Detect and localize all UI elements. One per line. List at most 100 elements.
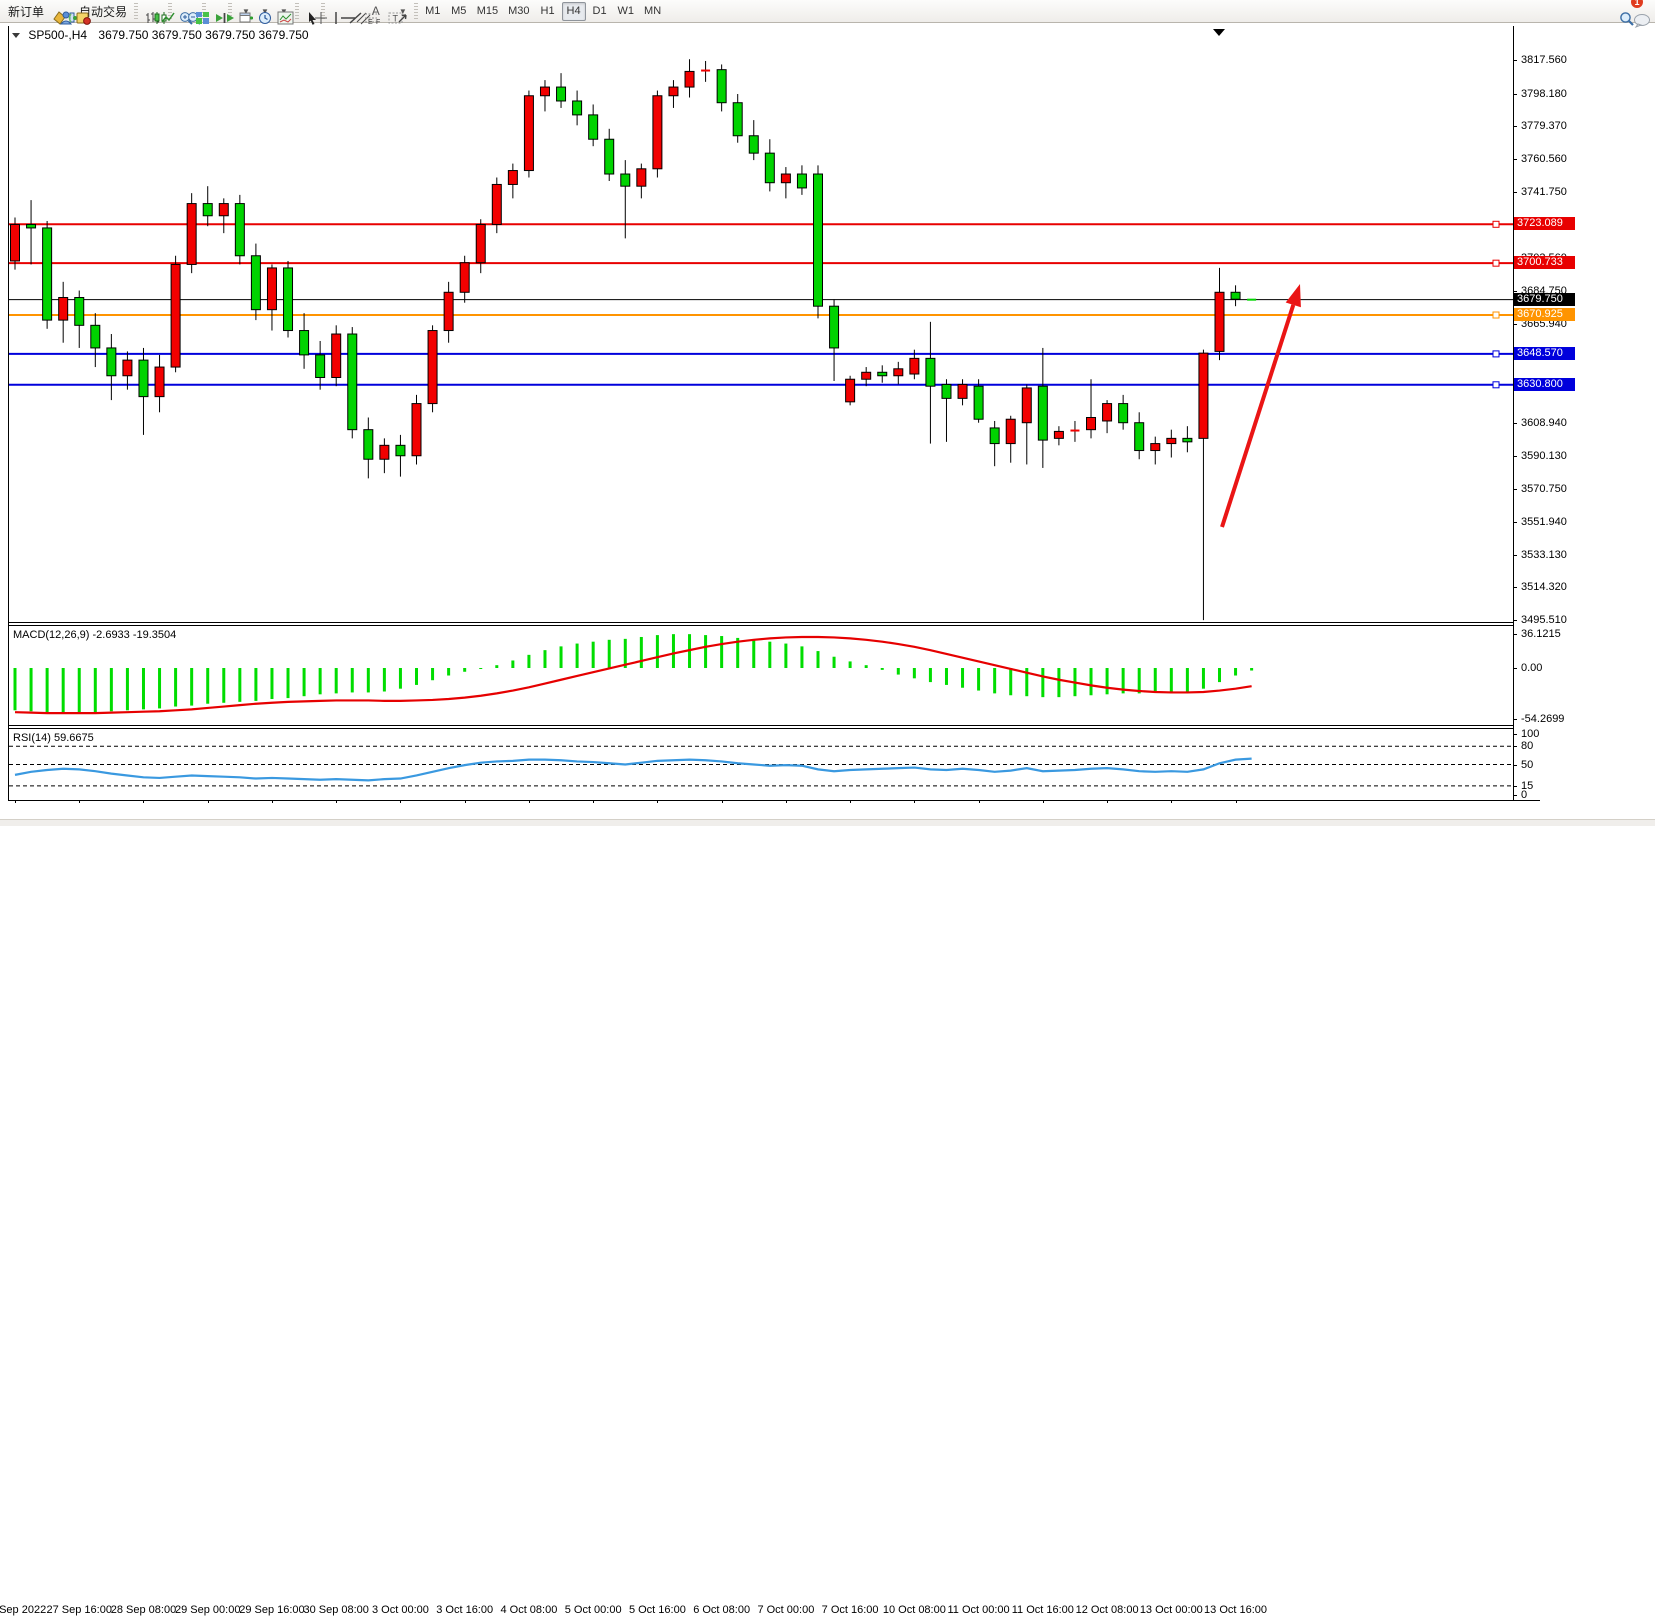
zoom-in-button[interactable]	[175, 2, 183, 21]
rsi-pane-canvas[interactable]	[9, 729, 1513, 800]
time-axis-tick	[143, 800, 144, 803]
vline-tool-button[interactable]	[328, 2, 336, 21]
price-tick-label: 3551.940	[1521, 516, 1567, 528]
time-axis-tick	[336, 800, 337, 803]
hline-handle[interactable]	[1493, 351, 1499, 357]
macd-pane-canvas[interactable]	[9, 626, 1513, 725]
rsi-line	[15, 759, 1252, 781]
cursor-tool-button[interactable]	[302, 2, 310, 21]
timeframe-button-MN[interactable]: MN	[640, 2, 665, 21]
new-chart-button[interactable]: ▼	[235, 2, 254, 21]
hline-handle[interactable]	[1493, 221, 1499, 227]
label-tool-button[interactable]: T	[384, 2, 392, 21]
price-tick-label: 3817.560	[1521, 54, 1567, 66]
timeframe-button-H1[interactable]: H1	[536, 2, 560, 21]
axis-tick	[1513, 60, 1517, 61]
toolbar-separator	[414, 3, 418, 19]
chart-shift-marker[interactable]	[1213, 29, 1225, 36]
time-axis-tick	[272, 800, 273, 803]
time-axis-tick	[979, 800, 980, 803]
main-pane-bottom-border	[8, 622, 1514, 623]
hline-handle[interactable]	[1493, 260, 1499, 266]
chart-ohlc-readout: 3679.750 3679.750 3679.750 3679.750	[98, 28, 308, 42]
axis-tick	[1513, 587, 1517, 588]
axis-tick	[1513, 324, 1517, 325]
arrow-annotation-head[interactable]	[1286, 284, 1301, 307]
symbol-dropdown-icon[interactable]	[12, 33, 20, 38]
hline-price-badge: 3648.570	[1514, 347, 1575, 360]
hline-price-badge: 3700.733	[1514, 256, 1575, 269]
macd-histogram	[14, 634, 1254, 713]
macd-pane-bottom-border	[8, 725, 1514, 726]
price-tick-label: 3760.560	[1521, 153, 1567, 165]
chart-symbol-period: SP500-,H4	[28, 28, 87, 42]
axis-tick	[1513, 734, 1517, 735]
time-axis-tick	[79, 800, 80, 803]
mt4-window: 新订单 自动交易	[0, 0, 1655, 825]
price-tick-label: 3514.320	[1521, 581, 1567, 593]
price-tick-label: 3533.130	[1521, 549, 1567, 561]
time-axis-tick	[850, 800, 851, 803]
new-order-button[interactable]: 新订单	[4, 2, 48, 21]
toolbar-separator	[295, 3, 299, 19]
axis-tick	[1513, 192, 1517, 193]
timeframe-button-M5[interactable]: M5	[447, 2, 471, 21]
toolbar-separator	[134, 3, 138, 19]
order-ticket-button[interactable]	[48, 2, 56, 21]
timeframe-button-M30[interactable]: M30	[504, 2, 533, 21]
axis-tick	[1513, 786, 1517, 787]
time-axis-tick	[593, 800, 594, 803]
time-axis-tick	[914, 800, 915, 803]
time-axis-tick	[1043, 800, 1044, 803]
hline-handle[interactable]	[1493, 382, 1499, 388]
axis-tick	[1513, 795, 1517, 796]
time-axis-tick	[1171, 800, 1172, 803]
time-axis-tick	[15, 800, 16, 803]
macd-tick-label: 36.1215	[1521, 628, 1561, 640]
time-axis-tick	[1236, 800, 1237, 803]
time-axis-tick	[657, 800, 658, 803]
indicators-button[interactable]: ▼	[273, 2, 292, 21]
macd-signal-line	[15, 637, 1252, 713]
rsi-name: RSI(14)	[13, 732, 51, 744]
macd-tick-label: -54.2699	[1521, 713, 1564, 725]
price-tick-label: 3608.940	[1521, 417, 1567, 429]
rsi-tick-label: 100	[1521, 728, 1539, 740]
timeframe-button-W1[interactable]: W1	[614, 2, 639, 21]
timeframe-button-M15[interactable]: M15	[473, 2, 502, 21]
bar-chart-mode-button[interactable]	[141, 2, 149, 21]
time-axis-tick	[722, 800, 723, 803]
price-tick-label: 3741.750	[1521, 186, 1567, 198]
timeframe-button-D1[interactable]: D1	[588, 2, 612, 21]
axis-tick	[1513, 746, 1517, 747]
period-button[interactable]: ▼	[254, 2, 273, 21]
time-axis-tick	[465, 800, 466, 803]
axis-tick	[1513, 522, 1517, 523]
hline-handle[interactable]	[1493, 312, 1499, 318]
auto-scroll-button[interactable]	[209, 2, 217, 21]
arrow-annotation[interactable]	[1222, 305, 1293, 527]
candles-layer	[11, 59, 1257, 620]
chart-header: SP500-,H4 3679.750 3679.750 3679.750 367…	[12, 28, 309, 42]
timeframe-button-H4[interactable]: H4	[562, 2, 586, 21]
axis-tick	[1513, 489, 1517, 490]
timeframe-button-M1[interactable]: M1	[421, 2, 445, 21]
rsi-tick-label: 80	[1521, 740, 1533, 752]
time-axis-tick	[529, 800, 530, 803]
main-chart-canvas[interactable]	[9, 26, 1513, 622]
axis-tick	[1513, 159, 1517, 160]
rsi-tick-label: 50	[1521, 759, 1533, 771]
autotrading-button[interactable]: 自动交易	[72, 2, 131, 21]
axis-tick	[1513, 456, 1517, 457]
toolbar: 新订单 自动交易	[0, 0, 1655, 23]
hline-price-badge: 3630.800	[1514, 378, 1575, 391]
rsi-value: 59.6675	[54, 732, 94, 744]
hline-price-badge: 3670.925	[1514, 308, 1575, 321]
axis-tick	[1513, 668, 1517, 669]
macd-name: MACD(12,26,9)	[13, 629, 89, 641]
price-tick-label: 3495.510	[1521, 614, 1567, 626]
price-tick-label: 3798.180	[1521, 88, 1567, 100]
